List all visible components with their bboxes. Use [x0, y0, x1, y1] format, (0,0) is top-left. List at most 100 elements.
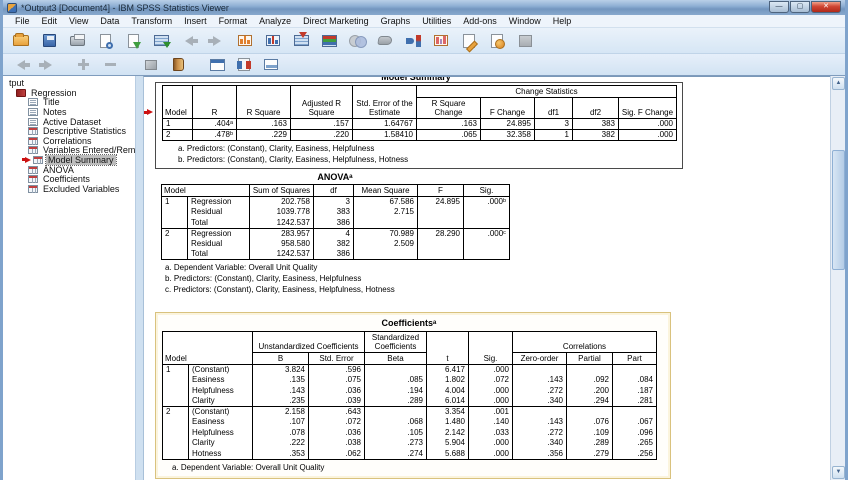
vertical-scrollbar[interactable]: ▲ ▼: [830, 76, 845, 480]
menu-direct-marketing[interactable]: Direct Marketing: [303, 16, 369, 26]
undo-button[interactable]: [176, 30, 202, 51]
table-cell: 1: [162, 118, 193, 130]
select-cases-button[interactable]: [344, 30, 370, 51]
table-cell: 2.158: [252, 406, 309, 417]
insert-new-text-button[interactable]: [259, 56, 283, 73]
tree-label: Title: [43, 97, 60, 108]
sidebar-item-anova[interactable]: ANOVA: [8, 165, 135, 175]
collapse-outline-button[interactable]: [98, 56, 122, 73]
spss-document-button[interactable]: [484, 30, 510, 51]
sidebar-item-model-summary[interactable]: Model Summary: [8, 153, 135, 166]
go-to-data-button[interactable]: [148, 30, 174, 51]
sidebar-item-active-dataset[interactable]: Active Dataset: [8, 117, 135, 127]
menu-insert[interactable]: Insert: [184, 16, 207, 26]
footnote: a. Predictors: (Constant), Clarity, Easi…: [178, 144, 375, 153]
table-cell: 28.290: [417, 227, 464, 239]
open-file-button[interactable]: [8, 30, 34, 51]
coefficients-output[interactable]: Coefficientsᵃ Model Unstandardized Coeff…: [155, 312, 671, 479]
demote-outline-button[interactable]: [36, 56, 60, 73]
table-cell: 2.142: [426, 427, 469, 438]
pane-splitter[interactable]: [136, 76, 143, 480]
table-cell: Clarity: [188, 396, 253, 407]
model-summary-output[interactable]: Model R R Square Adjusted R Square Std. …: [155, 82, 683, 169]
print-button[interactable]: [64, 30, 90, 51]
menu-transform[interactable]: Transform: [131, 16, 173, 26]
menu-format[interactable]: Format: [218, 16, 248, 26]
anova-output[interactable]: ANOVAᵃ Model Sum of Squares df Mean Squa…: [161, 172, 510, 297]
sidebar-item-variables-entered-removed[interactable]: Variables Entered/Removed: [8, 145, 135, 155]
print-preview-icon: [99, 33, 113, 49]
value-labels-button[interactable]: [372, 30, 398, 51]
outline-pane[interactable]: tput Regression Title Notes Active Datas…: [6, 76, 136, 480]
save-file-button[interactable]: [36, 30, 62, 51]
scroll-down-button[interactable]: ▼: [832, 466, 845, 479]
insert-variables-button[interactable]: [288, 30, 314, 51]
table-cell: 5.688: [426, 448, 469, 459]
redo-button[interactable]: [204, 30, 230, 51]
group-header-change-statistics: Change Statistics: [416, 85, 677, 98]
model-summary-table[interactable]: Model R R Square Adjusted R Square Std. …: [162, 85, 677, 141]
table-cell: Easiness: [188, 375, 253, 386]
export-output-button[interactable]: [120, 30, 146, 51]
menu-help[interactable]: Help: [552, 16, 572, 26]
menu-graphs[interactable]: Graphs: [380, 16, 411, 26]
insert-new-title-button[interactable]: [232, 56, 256, 73]
scroll-up-button[interactable]: ▲: [832, 77, 845, 90]
sidebar-item-correlations[interactable]: Correlations: [8, 136, 135, 146]
print-preview-button[interactable]: [92, 30, 118, 51]
expand-outline-button[interactable]: [71, 56, 95, 73]
run-descriptives-button[interactable]: [316, 30, 342, 51]
anova-table[interactable]: Model Sum of Squares df Mean Square F Si…: [161, 184, 510, 260]
column-header: Sig. F Change: [618, 97, 677, 119]
sidebar-item-descriptive-statistics[interactable]: Descriptive Statistics: [8, 126, 135, 136]
table-cell: [463, 217, 510, 228]
table-cell: .001: [468, 406, 513, 417]
table-cell: Helpfulness: [188, 427, 253, 438]
column-header: B: [252, 352, 309, 365]
outline-root[interactable]: tput: [9, 78, 25, 88]
close-button[interactable]: ✕: [811, 1, 841, 13]
menu-file[interactable]: File: [15, 16, 30, 26]
menu-utilities[interactable]: Utilities: [422, 16, 452, 26]
menu-add-ons[interactable]: Add-ons: [463, 16, 497, 26]
scrollbar-thumb[interactable]: [832, 150, 845, 270]
sidebar-item-regression[interactable]: Regression: [8, 88, 135, 98]
column-header: df: [313, 184, 354, 197]
edit-output-button[interactable]: [456, 30, 482, 51]
minimize-button[interactable]: —: [769, 1, 789, 13]
table-cell: .000: [618, 118, 677, 130]
column-header: Adjusted R Square: [290, 85, 353, 119]
go-to-variable-button[interactable]: [260, 30, 286, 51]
weight-cases-button[interactable]: [428, 30, 454, 51]
hide-output-button[interactable]: [166, 56, 190, 73]
menu-data[interactable]: Data: [100, 16, 120, 26]
promote-outline-button[interactable]: [9, 56, 33, 73]
split-file-button[interactable]: [400, 30, 426, 51]
table-cell: .229: [236, 129, 291, 141]
designate-window-button[interactable]: [512, 30, 538, 51]
maximize-button[interactable]: ▢: [790, 1, 810, 13]
output-pane[interactable]: Model Summary Model R R Square Adjusted …: [143, 76, 842, 480]
coefficients-table[interactable]: Model Unstandardized Coefficients Standa…: [162, 331, 657, 460]
table-cell: .072: [308, 417, 365, 428]
sidebar-item-notes[interactable]: Notes: [8, 107, 135, 117]
table-cell: .143: [512, 375, 567, 386]
document-icon: [28, 107, 38, 116]
insert-heading-button[interactable]: [205, 56, 229, 73]
table-cell: [417, 207, 464, 218]
menu-view[interactable]: View: [69, 16, 89, 26]
table-cell: .163: [416, 118, 481, 130]
title-bar[interactable]: *Output3 [Document4] - IBM SPSS Statisti…: [3, 0, 845, 15]
menu-analyze[interactable]: Analyze: [259, 16, 292, 26]
table-cell: [162, 385, 189, 396]
open-folder-icon: [13, 33, 29, 46]
go-to-case-button[interactable]: [232, 30, 258, 51]
sidebar-item-coefficients[interactable]: Coefficients: [8, 174, 135, 184]
show-output-button[interactable]: [139, 56, 163, 73]
menu-edit[interactable]: Edit: [41, 16, 58, 26]
sidebar-item-title[interactable]: Title: [8, 97, 135, 108]
menu-window[interactable]: Window: [508, 16, 541, 26]
redo-icon: [208, 35, 221, 46]
sidebar-item-excluded-variables[interactable]: Excluded Variables: [8, 184, 135, 194]
